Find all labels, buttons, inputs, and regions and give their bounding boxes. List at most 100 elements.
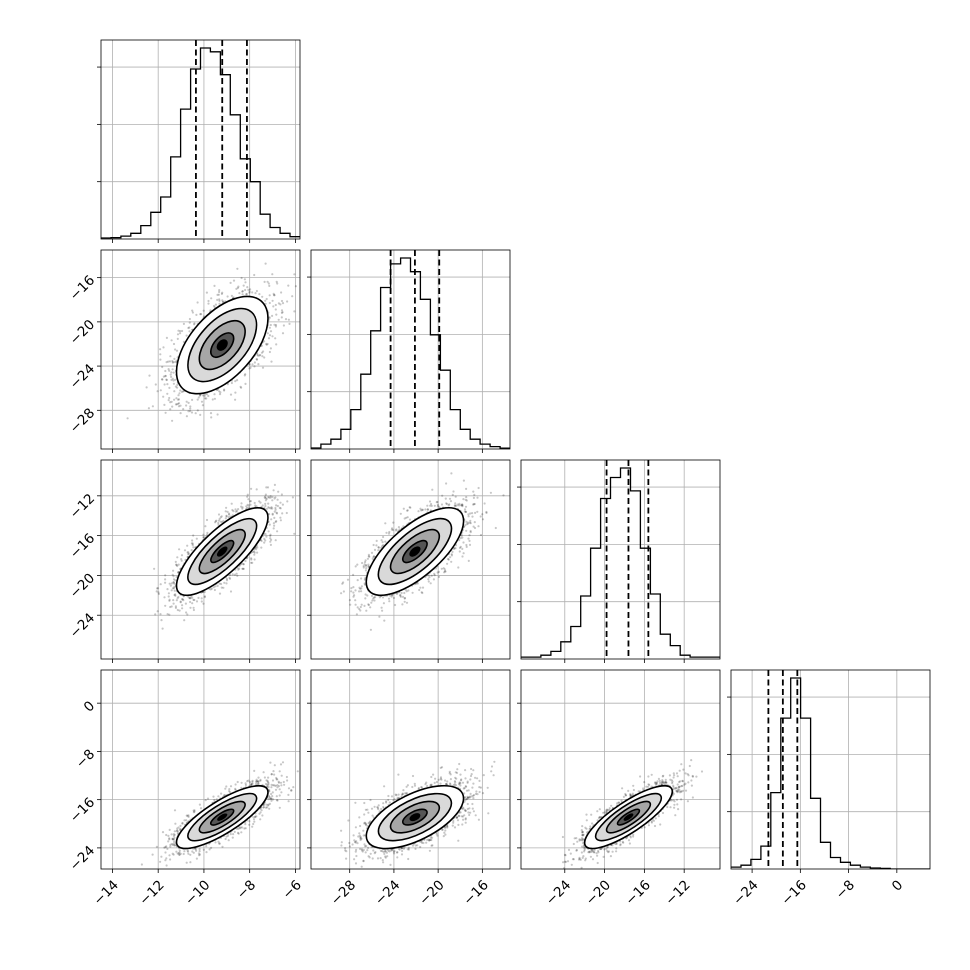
sample-point	[248, 500, 252, 503]
sample-point	[171, 377, 174, 380]
sample-point	[251, 561, 254, 565]
sample-point	[348, 599, 351, 602]
sample-point	[187, 553, 190, 556]
sample-point	[271, 273, 274, 276]
sample-point	[268, 334, 272, 337]
sample-point	[350, 590, 353, 593]
sample-point	[164, 578, 167, 581]
sample-point	[430, 502, 433, 506]
sample-point	[285, 775, 288, 779]
sample-point	[280, 291, 283, 294]
sample-point	[369, 628, 372, 631]
sample-point	[399, 593, 402, 597]
sample-point	[172, 599, 175, 602]
y-tick-label: −20	[67, 317, 98, 348]
x-tick-label: −8	[234, 877, 259, 902]
sample-point	[214, 520, 217, 523]
sample-point	[176, 830, 180, 833]
sample-point	[177, 405, 181, 408]
sample-point	[420, 591, 423, 594]
sample-point	[243, 278, 246, 281]
sample-point	[233, 830, 236, 834]
sample-point	[253, 365, 256, 368]
sample-point	[450, 554, 453, 557]
sample-point	[209, 588, 212, 591]
sample-point	[198, 850, 201, 853]
sample-point	[173, 809, 177, 812]
sample-point	[226, 510, 229, 513]
sample-point	[270, 792, 273, 796]
sample-point	[186, 850, 190, 853]
sample-point	[485, 510, 488, 514]
sample-point	[441, 494, 444, 497]
sample-point	[162, 375, 165, 378]
sample-point	[225, 582, 228, 585]
sample-point	[221, 300, 224, 303]
sample-point	[427, 578, 430, 581]
sample-point	[262, 771, 265, 774]
sample-point	[426, 504, 429, 507]
sample-point	[175, 563, 178, 566]
sample-point	[275, 776, 278, 780]
sample-point	[171, 852, 174, 855]
sample-point	[167, 592, 170, 595]
sample-point	[190, 549, 193, 552]
sample-point	[171, 587, 174, 590]
sample-point	[264, 493, 267, 496]
sample-point	[170, 400, 173, 403]
sample-point	[395, 851, 399, 854]
sample-point	[273, 483, 276, 486]
sample-point	[244, 281, 247, 284]
sample-point	[213, 393, 216, 396]
sample-point	[172, 602, 175, 605]
sample-point	[186, 544, 189, 547]
sample-point	[218, 302, 221, 305]
sample-point	[244, 823, 247, 826]
sample-point	[271, 795, 274, 798]
sample-point	[464, 505, 468, 508]
sample-point	[473, 502, 476, 506]
sample-point	[252, 816, 255, 819]
sample-point	[457, 566, 460, 569]
sample-point	[485, 511, 488, 514]
sample-point	[173, 589, 176, 592]
sample-point	[155, 590, 158, 593]
sample-point	[399, 594, 402, 597]
sample-point	[381, 545, 384, 548]
sample-point	[459, 537, 462, 540]
sample-point	[275, 343, 278, 346]
sample-point	[174, 360, 177, 364]
sample-point	[187, 852, 190, 855]
sample-point	[257, 354, 260, 357]
sample-point	[229, 791, 232, 794]
sample-point	[267, 785, 270, 789]
sample-point	[274, 496, 277, 499]
sample-point	[218, 842, 221, 845]
sample-point	[237, 832, 240, 835]
sample-point	[253, 558, 256, 561]
sample-point	[268, 797, 271, 800]
sample-point	[250, 783, 253, 786]
sample-point	[373, 599, 376, 602]
sample-point	[221, 291, 224, 294]
sample-point	[269, 496, 272, 499]
sample-point	[253, 273, 256, 277]
sample-point	[279, 516, 282, 519]
sample-point	[266, 332, 269, 335]
sample-point	[255, 548, 258, 551]
sample-point	[170, 589, 173, 592]
sample-point	[253, 361, 256, 364]
sample-point	[269, 537, 272, 540]
sample-point	[187, 410, 190, 413]
sample-point	[465, 496, 468, 499]
sample-point	[363, 563, 366, 566]
sample-point	[367, 603, 370, 607]
sample-point	[264, 504, 267, 508]
sample-point	[169, 401, 172, 404]
histogram-2	[521, 467, 720, 658]
sample-point	[476, 510, 479, 513]
histogram-1	[311, 257, 510, 449]
y-tick-label: −16	[67, 530, 98, 561]
sample-point	[294, 285, 297, 288]
sample-point	[454, 502, 457, 505]
